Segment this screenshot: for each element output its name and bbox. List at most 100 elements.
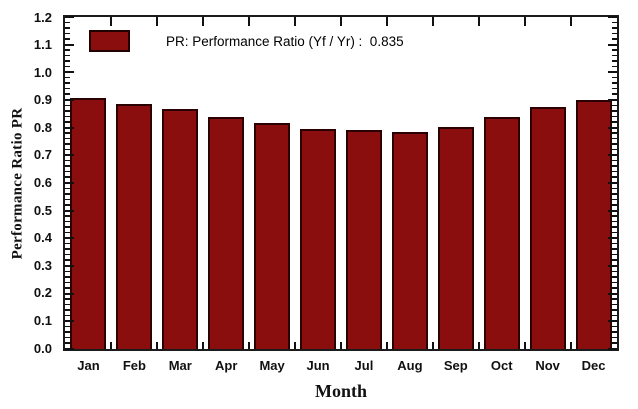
y-minor-tick-right bbox=[612, 159, 617, 162]
y-minor-tick-right bbox=[612, 303, 617, 306]
y-minor-tick-right bbox=[612, 198, 617, 201]
y-minor-tick-right bbox=[612, 220, 617, 223]
y-minor-tick bbox=[65, 215, 70, 217]
y-tick-label-0.2: 0.2 bbox=[33, 285, 52, 301]
y-tick-label-1.0: 1.0 bbox=[33, 64, 52, 80]
y-minor-tick bbox=[65, 65, 70, 68]
y-minor-tick-right bbox=[612, 38, 617, 40]
bar-slot-mar bbox=[157, 17, 203, 349]
y-minor-tick-right bbox=[612, 276, 617, 278]
y-major-tick bbox=[65, 16, 74, 18]
y-minor-tick bbox=[65, 331, 70, 333]
y-minor-tick bbox=[65, 143, 70, 145]
y-minor-tick-right bbox=[612, 93, 617, 95]
y-major-tick bbox=[65, 292, 74, 295]
y-minor-tick-right bbox=[612, 253, 617, 256]
y-tick-label-0.6: 0.6 bbox=[33, 175, 52, 190]
y-minor-tick-right bbox=[612, 148, 617, 151]
y-major-tick bbox=[65, 348, 74, 350]
x-tick-label-mar: Mar bbox=[168, 358, 192, 373]
x-tick-label-oct: Oct bbox=[490, 358, 513, 373]
y-minor-tick bbox=[65, 309, 70, 311]
y-minor-tick-right bbox=[612, 65, 617, 68]
y-minor-tick bbox=[65, 115, 70, 118]
y-tick-label-1.2: 1.2 bbox=[33, 9, 52, 25]
y-minor-tick bbox=[65, 187, 70, 190]
x-bottom-tick bbox=[247, 342, 250, 349]
x-bottom-tick bbox=[155, 342, 158, 349]
y-minor-tick-right bbox=[612, 132, 617, 134]
y-minor-tick-right bbox=[612, 342, 617, 344]
y-minor-tick-right bbox=[612, 21, 617, 24]
y-major-tick-right bbox=[608, 99, 617, 101]
y-tick-label-1.1: 1.1 bbox=[33, 37, 52, 53]
x-top-tick bbox=[109, 17, 112, 26]
y-minor-tick bbox=[65, 49, 70, 51]
y-tick-label-0.8: 0.8 bbox=[33, 119, 52, 135]
y-minor-tick bbox=[65, 170, 70, 173]
y-minor-tick bbox=[65, 132, 70, 134]
y-major-tick-right bbox=[608, 348, 617, 350]
y-major-tick bbox=[65, 126, 74, 129]
x-top-tick bbox=[386, 17, 388, 26]
bar-mar bbox=[162, 109, 198, 349]
x-top-tick bbox=[294, 17, 296, 26]
x-top-tick bbox=[524, 17, 526, 26]
x-top-tick bbox=[247, 17, 250, 26]
bar-jan bbox=[70, 97, 106, 349]
bar-sep bbox=[438, 127, 474, 349]
y-minor-tick bbox=[65, 148, 70, 151]
y-minor-tick bbox=[65, 54, 70, 57]
bar-aug bbox=[392, 131, 428, 349]
y-minor-tick bbox=[65, 204, 70, 206]
bar-slot-feb bbox=[111, 17, 157, 349]
y-minor-tick bbox=[65, 165, 70, 167]
bar-apr bbox=[208, 116, 244, 349]
y-minor-tick-right bbox=[612, 215, 617, 217]
y-minor-tick-right bbox=[612, 60, 617, 62]
y-minor-tick-right bbox=[612, 137, 617, 140]
bar-slot-may bbox=[249, 17, 295, 349]
y-minor-tick bbox=[65, 82, 70, 84]
x-top-tick bbox=[155, 17, 158, 26]
y-minor-tick bbox=[65, 76, 70, 79]
y-minor-tick-right bbox=[612, 115, 617, 118]
y-major-tick bbox=[65, 43, 74, 46]
y-major-tick-right bbox=[608, 237, 617, 240]
y-minor-tick bbox=[65, 281, 70, 284]
y-minor-tick-right bbox=[612, 87, 617, 90]
y-minor-tick-right bbox=[612, 231, 617, 234]
x-bottom-tick bbox=[478, 342, 480, 349]
y-major-tick-right bbox=[608, 265, 617, 267]
y-minor-tick-right bbox=[612, 287, 617, 289]
y-minor-tick bbox=[65, 198, 70, 201]
x-tick-label-aug: Aug bbox=[397, 358, 423, 373]
x-tick-label-jul: Jul bbox=[354, 358, 374, 373]
y-minor-tick bbox=[65, 159, 70, 162]
y-major-tick bbox=[65, 237, 74, 240]
y-minor-tick-right bbox=[612, 104, 617, 107]
y-minor-tick-right bbox=[612, 165, 617, 167]
plot-inner: PR: Performance Ratio (Yf / Yr) : 0.835 bbox=[65, 16, 617, 350]
x-top-tick bbox=[202, 17, 204, 26]
y-minor-tick-right bbox=[612, 110, 617, 112]
y-minor-tick-right bbox=[612, 270, 617, 273]
x-tick-label-sep: Sep bbox=[443, 358, 468, 373]
legend: PR: Performance Ratio (Yf / Yr) : 0.835 bbox=[89, 30, 404, 52]
y-minor-tick bbox=[65, 314, 70, 317]
x-bottom-tick bbox=[524, 342, 526, 349]
bar-series bbox=[65, 17, 617, 349]
y-minor-tick bbox=[65, 226, 70, 228]
y-tick-label-0.5: 0.5 bbox=[33, 202, 52, 218]
y-major-tick-right bbox=[608, 182, 617, 184]
bar-may bbox=[254, 122, 290, 349]
y-tick-label-0.7: 0.7 bbox=[33, 147, 52, 163]
y-minor-tick-right bbox=[612, 176, 617, 178]
y-minor-tick bbox=[65, 137, 70, 140]
y-minor-tick bbox=[65, 325, 70, 328]
bar-slot-sep bbox=[433, 17, 479, 349]
bar-slot-aug bbox=[387, 17, 433, 349]
x-top-tick bbox=[431, 17, 434, 26]
y-major-tick-right bbox=[608, 209, 617, 212]
